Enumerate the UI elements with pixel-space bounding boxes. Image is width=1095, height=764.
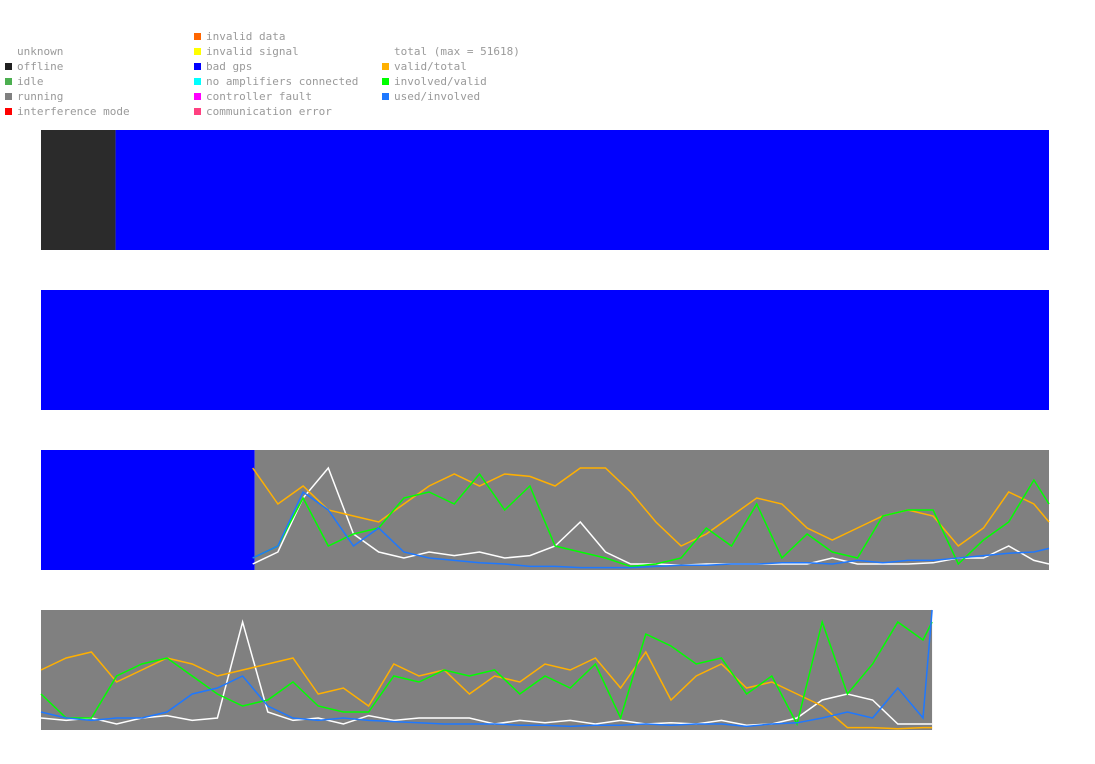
series-line — [252, 472, 1050, 568]
legend-swatch — [194, 93, 201, 100]
legend-swatch — [194, 78, 201, 85]
series-line — [40, 619, 933, 727]
legend-label: used/involved — [394, 90, 480, 103]
legend-label: involved/valid — [394, 75, 487, 88]
legend-swatch — [382, 48, 389, 55]
legend-label: interference mode — [17, 105, 130, 118]
legend-swatch — [382, 93, 389, 100]
series-line — [252, 490, 1050, 569]
legend-label: controller fault — [206, 90, 312, 103]
legend-swatch — [5, 108, 12, 115]
legend-label: unknown — [17, 45, 63, 58]
legend-label: communication error — [206, 105, 332, 118]
legend-swatch — [5, 93, 12, 100]
legend-label: bad gps — [206, 60, 252, 73]
legend-swatch — [382, 78, 389, 85]
legend-swatch — [194, 108, 201, 115]
legend-swatch — [194, 63, 201, 70]
legend-swatch — [382, 63, 389, 70]
legend-label: invalid signal — [206, 45, 299, 58]
legend-swatch — [194, 33, 201, 40]
legend-swatch — [5, 78, 12, 85]
legend-swatch — [194, 48, 201, 55]
series-line — [40, 609, 933, 728]
status-segment — [115, 130, 1050, 250]
status-segment — [41, 290, 1049, 410]
legend-swatch — [5, 63, 12, 70]
legend-label: total (max = 51618) — [394, 45, 520, 58]
status-segment — [41, 130, 116, 250]
status-segment — [41, 450, 255, 570]
legend-label: no amplifiers connected — [206, 75, 358, 88]
legend-label: running — [17, 90, 63, 103]
status-segment — [41, 610, 933, 730]
legend-label: invalid data — [206, 30, 285, 43]
series-line — [252, 467, 1050, 548]
series-line — [40, 650, 933, 730]
legend-label: idle — [17, 75, 44, 88]
legend-label: valid/total — [394, 60, 467, 73]
legend-label: offline — [17, 60, 63, 73]
legend-swatch — [5, 48, 12, 55]
